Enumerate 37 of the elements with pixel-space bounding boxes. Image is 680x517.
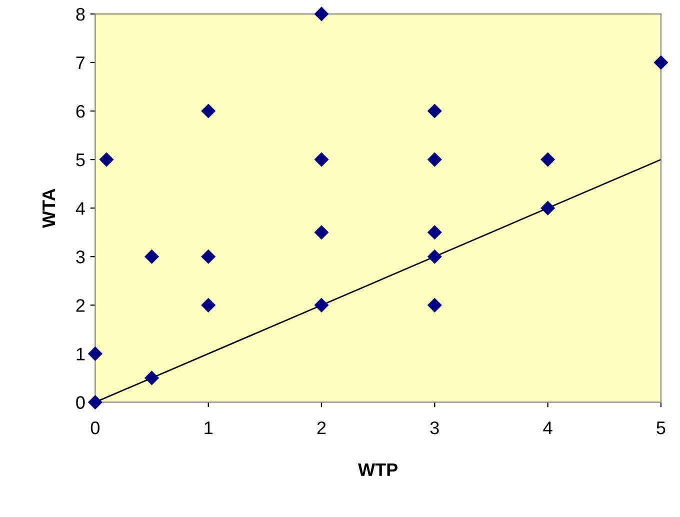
y-tick-label: 6 xyxy=(76,104,85,118)
y-tick-label: 4 xyxy=(76,202,85,215)
y-tick-label: 7 xyxy=(76,56,85,70)
point xyxy=(540,200,556,216)
x-tick-label: 0 xyxy=(90,421,100,434)
point xyxy=(540,152,556,167)
point xyxy=(427,298,442,312)
y-tick-label: 3 xyxy=(76,250,85,264)
x-tick-label: 1 xyxy=(204,422,212,434)
x-axis-title: WTP xyxy=(358,463,398,476)
point xyxy=(88,346,102,361)
point xyxy=(144,370,160,386)
y-tick-label: 1 xyxy=(76,348,85,360)
y-axis-title: WTA xyxy=(42,188,56,228)
point xyxy=(201,298,216,312)
x-tick-label: 2 xyxy=(317,421,326,434)
point xyxy=(314,298,329,312)
x-tick-label: 4 xyxy=(543,422,552,434)
y-tick-label: 5 xyxy=(76,154,85,166)
y-tick-label: 8 xyxy=(76,8,85,21)
y-tick-label: 0 xyxy=(76,396,85,409)
x-tick-label: 5 xyxy=(656,422,666,434)
point xyxy=(314,225,329,240)
point xyxy=(201,104,216,118)
point xyxy=(144,249,160,264)
point xyxy=(427,249,442,264)
point xyxy=(427,104,442,118)
point xyxy=(99,152,114,167)
point xyxy=(654,55,668,70)
x-tick-label: 3 xyxy=(430,421,439,434)
point xyxy=(314,6,329,22)
point xyxy=(201,249,216,264)
point xyxy=(88,394,102,410)
y-tick-label: 2 xyxy=(76,299,85,312)
point xyxy=(427,152,442,167)
point xyxy=(427,225,442,240)
point xyxy=(314,152,329,167)
